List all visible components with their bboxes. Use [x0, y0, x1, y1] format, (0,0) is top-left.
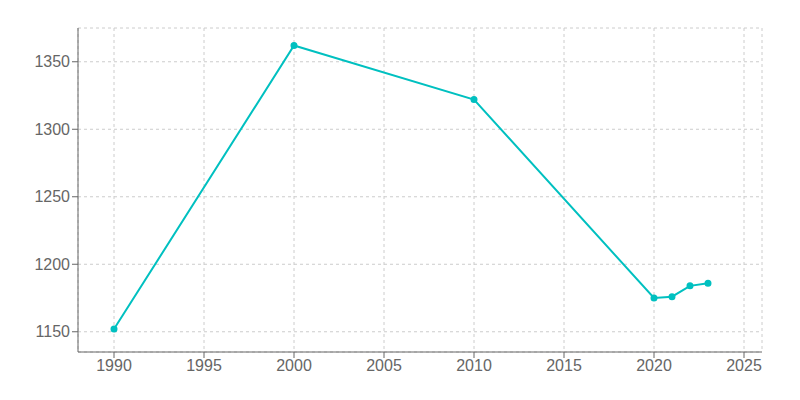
svg-text:1990: 1990	[96, 357, 132, 374]
svg-text:1350: 1350	[34, 53, 70, 70]
svg-text:1200: 1200	[34, 256, 70, 273]
svg-text:1150: 1150	[36, 323, 71, 340]
svg-text:1250: 1250	[34, 188, 70, 205]
svg-text:2015: 2015	[546, 357, 582, 374]
svg-text:2025: 2025	[726, 357, 762, 374]
svg-text:2020: 2020	[636, 357, 672, 374]
svg-text:2005: 2005	[366, 357, 402, 374]
svg-text:2000: 2000	[276, 357, 312, 374]
svg-text:1995: 1995	[186, 357, 222, 374]
svg-text:1300: 1300	[34, 121, 70, 138]
svg-text:2010: 2010	[456, 357, 492, 374]
